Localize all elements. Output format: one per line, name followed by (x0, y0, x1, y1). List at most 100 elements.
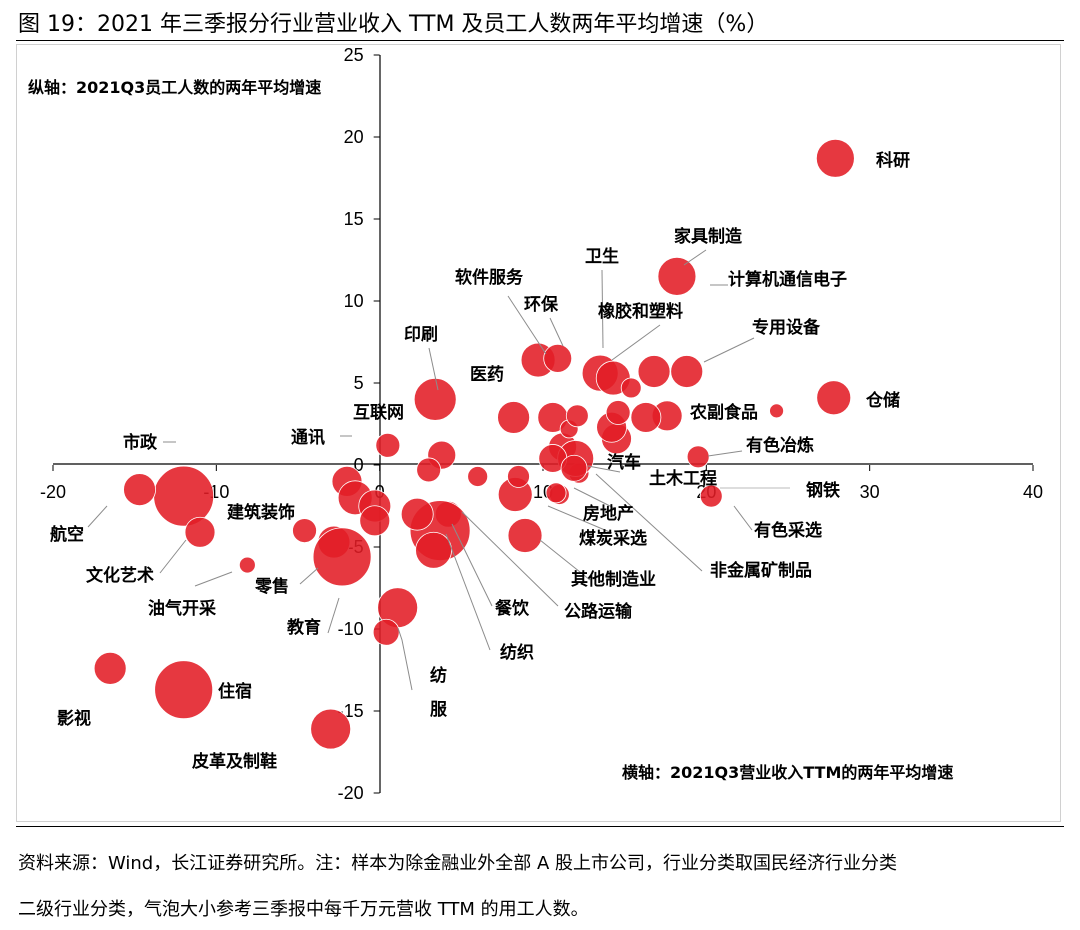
leader-line (507, 295, 547, 355)
bubble-文化艺术 (184, 516, 216, 548)
y-tick-label: -20 (338, 783, 364, 803)
bubble-环保 (543, 343, 573, 373)
leader-line (733, 505, 753, 531)
point-label: 房地产 (583, 503, 634, 524)
point-label: 餐饮 (495, 598, 530, 619)
bubble-计算机通信电子 (637, 355, 671, 388)
bubble-unlabeled (545, 482, 567, 504)
y-tick-label: 20 (344, 127, 364, 147)
bubble-有色采选 (699, 484, 723, 508)
bubble-unlabeled (416, 457, 442, 483)
leader-line (299, 567, 319, 585)
leader-line (87, 505, 108, 528)
leader-line (601, 269, 604, 349)
bubble-unlabeled (560, 454, 588, 482)
point-label: 住宿 (218, 681, 252, 702)
bubble-有色冶炼 (686, 445, 710, 469)
bubble-影视 (93, 651, 127, 685)
leader-line (397, 627, 413, 691)
bubble-unlabeled (630, 402, 662, 433)
leader-line (587, 465, 621, 473)
point-label: 通讯 (291, 428, 325, 448)
point-label: 有色采选 (754, 520, 822, 541)
y-tick-label: -10 (338, 619, 364, 639)
bubble-unlabeled (507, 465, 530, 488)
leader-line (159, 539, 187, 574)
point-label: 环保 (524, 294, 559, 315)
bubble-专用设备 (670, 355, 704, 388)
leader-line (611, 324, 661, 361)
leader-line (573, 487, 615, 509)
leader-line (595, 473, 703, 572)
bubble-unlabeled (359, 505, 391, 537)
point-label: 印刷 (404, 325, 438, 345)
leader-layer (87, 249, 790, 691)
y-tick-label: 5 (354, 373, 364, 393)
bubble-unlabeled (372, 618, 400, 646)
point-label: 仓储 (865, 390, 900, 411)
point-label: 互联网 (353, 403, 404, 423)
point-label: 汽车 (607, 452, 641, 473)
figure-title: 图 19：2021 年三季报分行业营业收入 TTM 及员工人数两年平均增速（%） (18, 12, 769, 37)
point-label: 教育 (286, 617, 321, 638)
bubble-互联网 (375, 432, 401, 458)
point-label: 土木工程 (649, 468, 717, 489)
bubble-医药 (497, 401, 530, 434)
leader-line (707, 450, 743, 457)
title-rule (16, 40, 1064, 41)
point-label: 影视 (57, 708, 91, 729)
point-label: 皮革及制鞋 (192, 751, 277, 772)
point-label: 农副食品 (689, 402, 758, 423)
leader-line (445, 533, 491, 651)
bubble-纺织 (415, 531, 452, 569)
leader-line (703, 337, 755, 363)
leader-line (428, 347, 439, 391)
point-label: 公路运输 (564, 601, 633, 622)
bubble-钢铁 (769, 403, 784, 419)
source-note-line-2: 二级行业分类，气泡大小参考三季报中每千万元营收 TTM 的用工人数。 (18, 899, 589, 920)
y-tick-label: 10 (344, 291, 364, 311)
leader-line (549, 317, 564, 347)
leader-line (683, 249, 707, 266)
bubble-unlabeled (605, 400, 631, 425)
point-label: 纺织 (500, 642, 534, 663)
bubble-印刷 (413, 377, 457, 421)
bubble-教育 (312, 527, 372, 587)
leader-line (539, 539, 591, 581)
bubble-市政 (153, 465, 215, 527)
bubble-科研 (815, 138, 855, 178)
point-label: 建筑装饰 (227, 502, 295, 523)
point-label: 航空 (50, 524, 84, 545)
y-tick-label: 25 (344, 45, 364, 65)
y-tick-label: 15 (344, 209, 364, 229)
source-note-line-1: 资料来源：Wind，长江证券研究所。注：样本为除金融业外全部 A 股上市公司，行… (18, 853, 897, 874)
bubble-家具制造 (657, 256, 697, 296)
bubble-住宿 (154, 660, 214, 720)
leader-line (451, 523, 493, 607)
point-label: 科研 (876, 150, 910, 171)
point-label: 煤炭采选 (579, 528, 647, 549)
bubble-建筑装饰 (292, 518, 317, 543)
chart-frame (16, 44, 1061, 822)
leader-line (547, 505, 613, 534)
leader-line (194, 571, 233, 587)
bubble-unlabeled (400, 497, 434, 531)
x-tick-label: -20 (40, 482, 66, 502)
point-label: 卫生 (585, 246, 619, 267)
bubble-航空 (123, 473, 156, 507)
point-label: 油气开采 (148, 598, 216, 619)
point-label: 橡胶和塑料 (598, 301, 683, 322)
point-label: 家具制造 (674, 226, 743, 247)
leader-line (327, 597, 340, 634)
point-label: 市政 (123, 432, 158, 453)
point-label: 有色冶炼 (746, 435, 814, 456)
bubble-unlabeled (565, 404, 589, 428)
bubble-unlabeled (620, 377, 642, 399)
point-label: 医药 (470, 364, 504, 385)
bubble-unlabeled (467, 466, 489, 487)
bubble-仓储 (816, 380, 852, 416)
y-tick-label: 0 (354, 455, 364, 475)
point-label: 零售 (254, 576, 289, 597)
